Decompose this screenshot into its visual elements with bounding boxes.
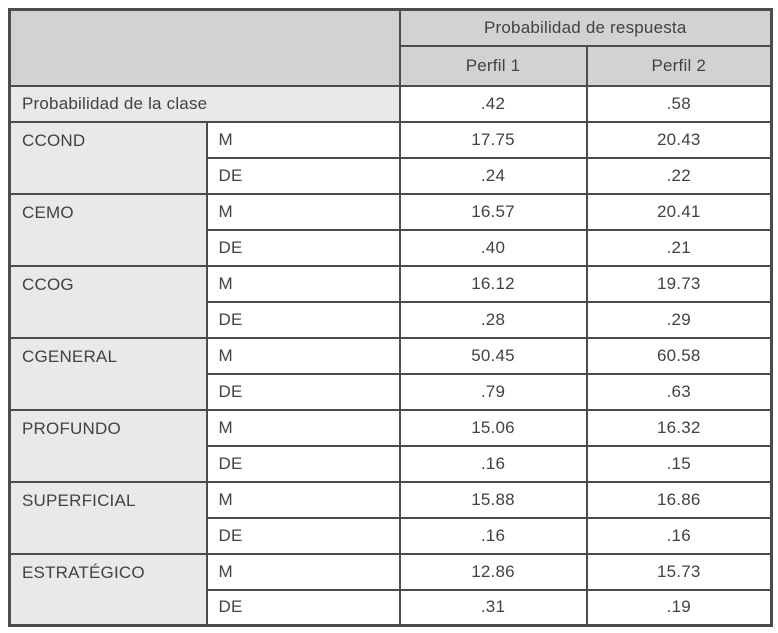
class-probability-value-cell-p1: .42 [398, 84, 588, 123]
sd-value-cell-p2: .15 [585, 444, 773, 483]
variable-mean-row: CGENERAL M 50.45 60.58 [8, 336, 773, 411]
variable-sd-row: DE .24.22 [10, 156, 773, 195]
class-probability-row: Probabilidad de la clase .42 .58 [8, 84, 773, 123]
sd-label-cell: DE [205, 300, 401, 339]
variable-mean-row: SUPERFICIAL M 15.88 16.86 [8, 480, 773, 555]
sd-label-cell: DE [205, 156, 401, 195]
mean-value-cell-p2: 16.32 [585, 408, 773, 447]
class-probability-value-cell-p2: .58 [585, 84, 773, 123]
sd-value-cell-p2: .22 [585, 156, 773, 195]
sd-value-cell-p1: .79 [398, 372, 588, 411]
mean-label-cell: M [205, 120, 401, 159]
class-probability-label-cell: Probabilidad de la clase [8, 84, 401, 123]
mean-value-cell-p1: 15.06 [398, 408, 588, 447]
sd-value-cell-p2: .19 [585, 588, 773, 627]
mean-label-cell: M [205, 336, 401, 375]
mean-label-cell: M [205, 552, 401, 591]
variable-label-cell: PROFUNDO [8, 408, 208, 483]
sd-value-cell-p1: .16 [398, 516, 588, 555]
latent-profile-table: Probabilidad de respuesta Perfil 1 Perfi… [8, 8, 773, 627]
variable-label-cell: SUPERFICIAL [8, 480, 208, 555]
table-body: Probabilidad de la clase .42 .58 CCOND M 1… [8, 84, 773, 627]
variable-label-cell: CEMO [8, 192, 208, 267]
table-header: Probabilidad de respuesta Perfil 1 Perfi… [8, 8, 773, 87]
variable-sd-row: DE .16.16 [10, 516, 773, 555]
group-header-cell: Probabilidad de respuesta [398, 8, 773, 47]
variable-label-cell: CCOND [8, 120, 208, 195]
statistics-table-container: Probabilidad de respuesta Perfil 1 Perfi… [8, 8, 773, 627]
sd-label-cell: DE [205, 588, 401, 627]
mean-label-cell: M [205, 192, 401, 231]
sd-value-cell-p1: .31 [398, 588, 588, 627]
mean-value-cell-p1: 15.88 [398, 480, 588, 519]
variable-sd-row: DE .40.21 [10, 228, 773, 267]
mean-label-cell: M [205, 264, 401, 303]
sd-value-cell-p1: .40 [398, 228, 588, 267]
variable-mean-row: CCOG M 16.12 19.73 [8, 264, 773, 339]
sd-value-cell-p2: .16 [585, 516, 773, 555]
mean-value-cell-p1: 16.57 [398, 192, 588, 231]
sd-value-cell-p1: .28 [398, 300, 588, 339]
variable-mean-row: ESTRATÉGICO M 12.86 15.73 [8, 552, 773, 627]
variable-mean-row: CCOND M 17.75 20.43 [8, 120, 773, 195]
variable-mean-row: PROFUNDO M 15.06 16.32 [8, 408, 773, 483]
mean-value-cell-p2: 20.41 [585, 192, 773, 231]
sd-label-cell: DE [205, 444, 401, 483]
variable-mean-row: CEMO M 16.57 20.41 [8, 192, 773, 267]
sd-value-cell-p2: .63 [585, 372, 773, 411]
variable-sd-row: DE .79.63 [10, 372, 773, 411]
variable-sd-row: DE .28.29 [10, 300, 773, 339]
header-row-profiles: Perfil 1 Perfil 2 [10, 44, 773, 87]
mean-value-cell-p1: 50.45 [398, 336, 588, 375]
mean-value-cell-p1: 12.86 [398, 552, 588, 591]
variable-label-cell: ESTRATÉGICO [8, 552, 208, 627]
variable-sd-row: DE .31.19 [10, 588, 773, 627]
sd-label-cell: DE [205, 516, 401, 555]
mean-label-cell: M [205, 408, 401, 447]
sd-label-cell: DE [205, 228, 401, 267]
mean-label-cell: M [205, 480, 401, 519]
mean-value-cell-p1: 16.12 [398, 264, 588, 303]
mean-value-cell-p2: 60.58 [585, 336, 773, 375]
variable-label-cell: CGENERAL [8, 336, 208, 411]
mean-value-cell-p2: 20.43 [585, 120, 773, 159]
variable-sd-row: DE .16.15 [10, 444, 773, 483]
sd-value-cell-p1: .16 [398, 444, 588, 483]
sd-value-cell-p1: .24 [398, 156, 588, 195]
sd-label-cell: DE [205, 372, 401, 411]
profile-1-header-cell: Perfil 1 [398, 44, 588, 87]
mean-value-cell-p2: 15.73 [585, 552, 773, 591]
corner-cell [8, 8, 401, 87]
profile-2-header-cell: Perfil 2 [585, 44, 773, 87]
sd-value-cell-p2: .29 [585, 300, 773, 339]
header-row-group: Probabilidad de respuesta [8, 8, 773, 87]
sd-value-cell-p2: .21 [585, 228, 773, 267]
mean-value-cell-p2: 19.73 [585, 264, 773, 303]
variable-label-cell: CCOG [8, 264, 208, 339]
mean-value-cell-p2: 16.86 [585, 480, 773, 519]
mean-value-cell-p1: 17.75 [398, 120, 588, 159]
